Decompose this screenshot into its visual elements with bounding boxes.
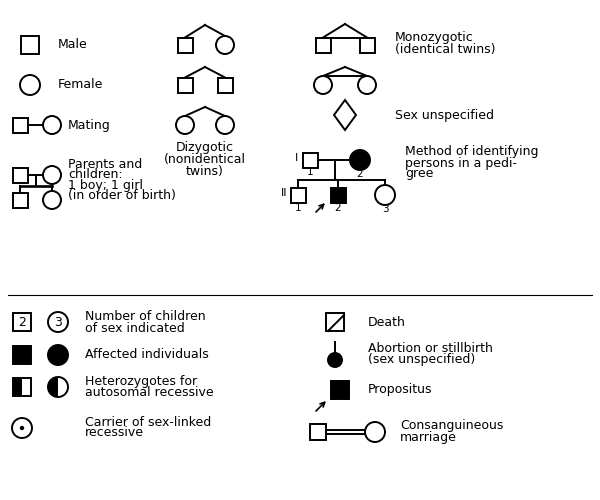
Circle shape xyxy=(48,345,68,365)
Text: Heterozygotes for: Heterozygotes for xyxy=(85,374,197,388)
Polygon shape xyxy=(334,100,356,130)
Circle shape xyxy=(328,353,342,367)
Bar xyxy=(326,313,344,331)
Bar xyxy=(310,424,326,440)
Text: I: I xyxy=(295,153,298,163)
Bar xyxy=(13,118,28,132)
Bar xyxy=(13,346,31,364)
Circle shape xyxy=(20,426,24,430)
Text: Propositus: Propositus xyxy=(368,384,433,396)
Bar xyxy=(13,378,31,396)
Text: Sex unspecified: Sex unspecified xyxy=(395,108,494,122)
Text: Number of children: Number of children xyxy=(85,310,206,324)
Circle shape xyxy=(375,185,395,205)
Text: Death: Death xyxy=(368,316,406,328)
Circle shape xyxy=(43,191,61,209)
Circle shape xyxy=(20,75,40,95)
Bar xyxy=(359,38,374,52)
Text: 1: 1 xyxy=(307,167,313,177)
Text: 1: 1 xyxy=(295,203,301,213)
Text: of sex indicated: of sex indicated xyxy=(85,322,185,334)
Text: (identical twins): (identical twins) xyxy=(395,44,496,57)
Text: 2: 2 xyxy=(356,169,364,179)
Circle shape xyxy=(176,116,194,134)
Text: twins): twins) xyxy=(186,166,224,178)
Bar xyxy=(302,152,317,168)
Circle shape xyxy=(216,116,234,134)
Bar xyxy=(290,188,305,202)
Text: autosomal recessive: autosomal recessive xyxy=(85,386,214,398)
Circle shape xyxy=(43,116,61,134)
Bar xyxy=(178,38,193,52)
Text: persons in a pedi-: persons in a pedi- xyxy=(405,156,517,170)
Text: Carrier of sex-linked: Carrier of sex-linked xyxy=(85,416,211,428)
Circle shape xyxy=(216,36,234,54)
Text: Female: Female xyxy=(58,78,103,92)
Bar xyxy=(21,36,39,54)
Text: recessive: recessive xyxy=(85,426,144,440)
Circle shape xyxy=(48,312,68,332)
Circle shape xyxy=(358,76,376,94)
Bar xyxy=(331,381,349,399)
Text: (sex unspecified): (sex unspecified) xyxy=(368,352,475,366)
Wedge shape xyxy=(48,377,58,397)
Circle shape xyxy=(48,377,68,397)
Circle shape xyxy=(12,418,32,438)
Text: II: II xyxy=(281,188,287,198)
Text: 2: 2 xyxy=(335,203,341,213)
Text: (nonidentical: (nonidentical xyxy=(164,154,246,166)
Text: Consanguineous: Consanguineous xyxy=(400,420,503,432)
Bar xyxy=(13,168,28,182)
Text: 3: 3 xyxy=(54,316,62,328)
Circle shape xyxy=(43,166,61,184)
Text: Monozygotic: Monozygotic xyxy=(395,32,474,44)
Text: 3: 3 xyxy=(382,204,388,214)
Circle shape xyxy=(350,150,370,170)
Text: Abortion or stillbirth: Abortion or stillbirth xyxy=(368,342,493,354)
Text: gree: gree xyxy=(405,168,433,180)
Text: Parents and: Parents and xyxy=(68,158,142,172)
Text: children:: children: xyxy=(68,168,122,181)
Text: (in order of birth): (in order of birth) xyxy=(68,188,176,202)
Bar xyxy=(218,78,233,92)
Bar xyxy=(13,378,22,396)
Text: Mating: Mating xyxy=(68,118,111,132)
Text: 1 boy; 1 girl: 1 boy; 1 girl xyxy=(68,178,143,192)
Bar xyxy=(13,192,28,208)
Bar xyxy=(178,78,193,92)
Bar xyxy=(331,188,346,202)
Text: Affected individuals: Affected individuals xyxy=(85,348,209,362)
Circle shape xyxy=(365,422,385,442)
Text: 2: 2 xyxy=(18,316,26,328)
Bar xyxy=(13,313,31,331)
Text: Dizygotic: Dizygotic xyxy=(176,142,234,154)
Text: marriage: marriage xyxy=(400,430,457,444)
Bar xyxy=(316,38,331,52)
Circle shape xyxy=(314,76,332,94)
Text: Male: Male xyxy=(58,38,88,52)
Text: Method of identifying: Method of identifying xyxy=(405,146,539,158)
